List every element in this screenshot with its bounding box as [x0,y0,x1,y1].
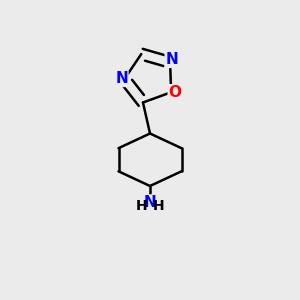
Text: O: O [168,85,181,100]
Text: H: H [136,199,147,213]
Text: N: N [165,52,178,68]
Text: N: N [144,195,156,210]
Text: H: H [153,199,164,213]
Text: N: N [115,71,128,86]
